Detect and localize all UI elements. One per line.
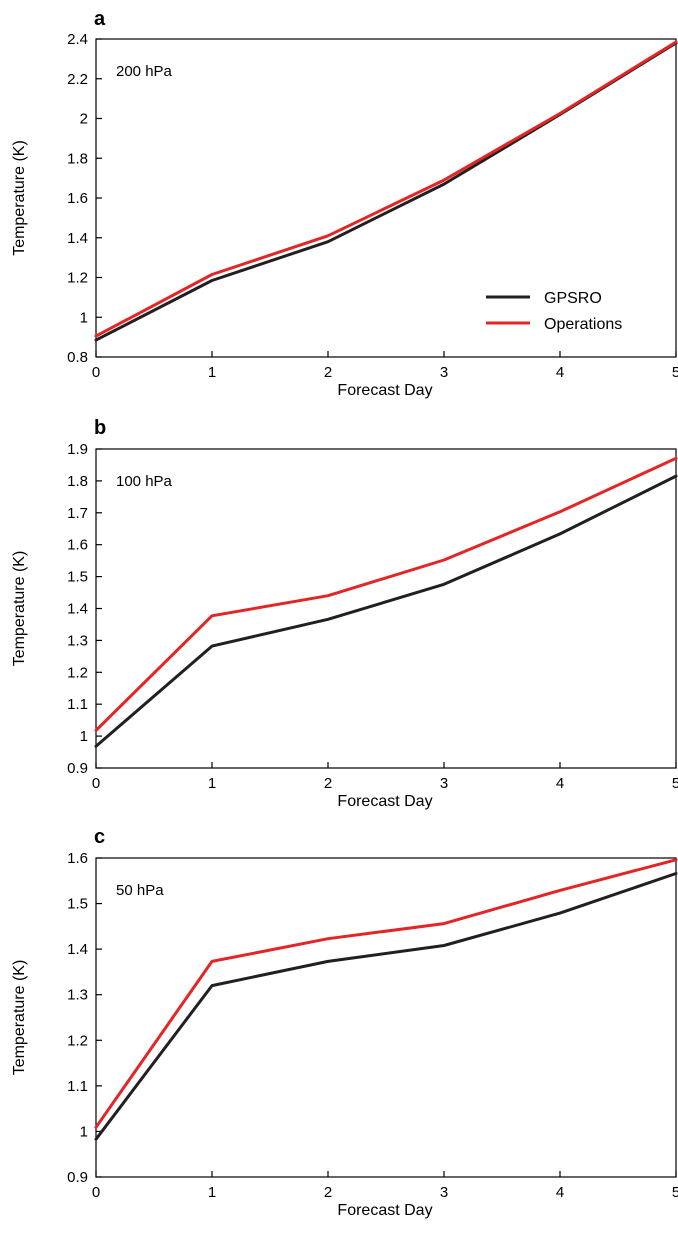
panel-letter: c <box>94 826 105 848</box>
y-tick-label: 1.6 <box>67 190 88 207</box>
y-tick-label: 1.2 <box>67 1032 88 1049</box>
y-tick-label: 1.3 <box>67 632 88 649</box>
x-tick-label: 2 <box>324 775 332 792</box>
x-tick-label: 0 <box>92 1184 100 1201</box>
y-tick-label: 1.8 <box>67 473 88 490</box>
x-axis-label: Forecast Day <box>337 382 432 399</box>
panel-letter: a <box>94 8 106 30</box>
x-tick-label: 0 <box>92 775 100 792</box>
y-tick-label: 1.5 <box>67 569 88 586</box>
y-tick-label: 1.4 <box>67 230 88 247</box>
x-tick-label: 4 <box>556 364 564 381</box>
x-tick-label: 5 <box>672 364 678 381</box>
y-tick-label: 2 <box>80 111 88 128</box>
x-tick-label: 3 <box>440 364 448 381</box>
y-tick-label: 1 <box>80 309 88 326</box>
series-line-operations <box>94 858 678 1129</box>
x-tick-label: 5 <box>672 1184 678 1201</box>
legend: GPSRO Operations <box>486 290 622 333</box>
x-tick-label: 5 <box>672 775 678 792</box>
x-tick-label: 0 <box>92 364 100 381</box>
panel-letter: b <box>94 417 106 439</box>
y-tick-label: 1 <box>80 728 88 745</box>
x-tick-label: 1 <box>208 775 216 792</box>
x-axis-label: Forecast Day <box>337 1202 432 1219</box>
y-tick-label: 1.6 <box>67 537 88 554</box>
y-tick-label: 1.4 <box>67 941 88 958</box>
x-tick-label: 2 <box>324 364 332 381</box>
y-tick-label: 0.8 <box>67 349 88 366</box>
x-tick-label: 3 <box>440 1184 448 1201</box>
x-axis-label: Forecast Day <box>337 793 432 810</box>
x-tick-label: 1 <box>208 364 216 381</box>
y-tick-label: 2.2 <box>67 71 88 88</box>
y-tick-label: 1.1 <box>67 696 88 713</box>
chart-panel-a: a 0.8 1 1.2 1.4 1.6 1.8 2 2.2 2.4 0 1 2 3 4 5 Forecast D… <box>11 8 678 399</box>
plot-frame <box>95 38 677 358</box>
y-tick-label: 1 <box>80 1123 88 1140</box>
legend-label: Operations <box>544 316 622 333</box>
x-tick-label: 2 <box>324 1184 332 1201</box>
y-tick-label: 1.9 <box>67 441 88 458</box>
plot-frame <box>95 857 677 1178</box>
y-axis-label: Temperature (K) <box>11 140 28 256</box>
chart-panel-c: c 0.9 1 1.1 1.2 1.3 1.4 1.5 1.6 0 1 2 3 4 5 Forecast Da… <box>11 826 678 1219</box>
legend-label: GPSRO <box>544 290 602 307</box>
series-line-gpsro <box>94 872 678 1141</box>
y-tick-label: 1.2 <box>67 270 88 287</box>
y-tick-label: 1.8 <box>67 150 88 167</box>
y-tick-label: 2.4 <box>67 31 88 48</box>
y-tick-label: 1.2 <box>67 664 88 681</box>
pressure-level-label: 50 hPa <box>116 882 164 899</box>
y-axis-label: Temperature (K) <box>11 960 28 1076</box>
pressure-level-label: 100 hPa <box>116 473 173 490</box>
series-line-operations <box>94 40 678 338</box>
chart-panel-b: b 0.9 1 1.1 1.2 1.3 1.4 1.5 1.6 1.7 1.8 1.9 0 1 2 3 4 5 Fo… <box>11 417 678 810</box>
y-tick-label: 0.9 <box>67 760 88 777</box>
y-tick-label: 1.7 <box>67 505 88 522</box>
pressure-level-label: 200 hPa <box>116 63 173 80</box>
x-tick-label: 1 <box>208 1184 216 1201</box>
y-tick-label: 1.1 <box>67 1078 88 1095</box>
x-tick-label: 3 <box>440 775 448 792</box>
y-tick-label: 1.5 <box>67 896 88 913</box>
series-line-operations <box>94 456 678 732</box>
x-tick-label: 4 <box>556 1184 564 1201</box>
y-tick-label: 1.6 <box>67 850 88 867</box>
y-axis-label: Temperature (K) <box>11 551 28 667</box>
y-tick-label: 0.9 <box>67 1169 88 1186</box>
y-tick-label: 1.3 <box>67 987 88 1004</box>
y-tick-label: 1.4 <box>67 601 88 618</box>
x-tick-label: 4 <box>556 775 564 792</box>
series-line-gpsro <box>94 474 678 748</box>
